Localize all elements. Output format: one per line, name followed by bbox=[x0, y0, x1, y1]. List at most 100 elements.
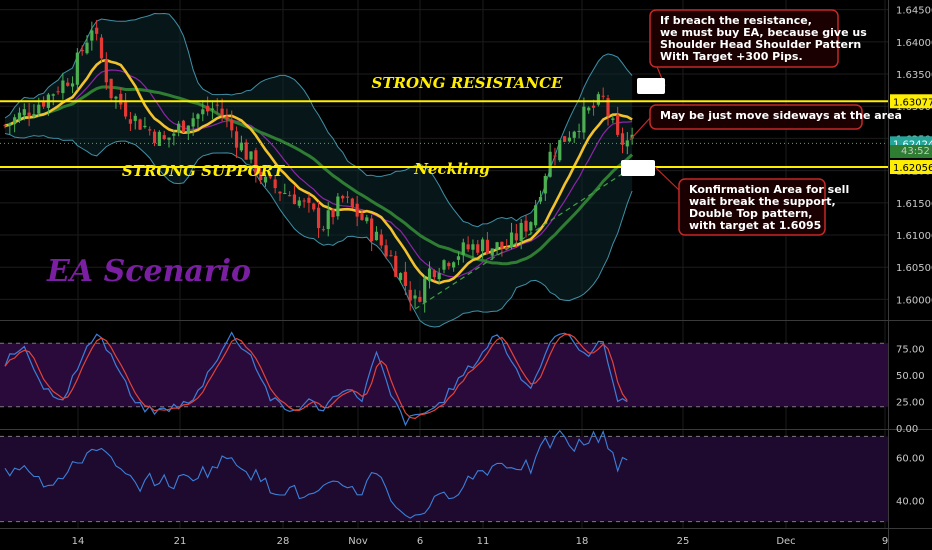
candle-body bbox=[374, 231, 379, 241]
candle-body bbox=[625, 140, 629, 147]
annotation-callouts: If breach the resistance,we must buy EA,… bbox=[629, 9, 902, 236]
countdown-badge bbox=[890, 145, 932, 158]
candle-body bbox=[427, 268, 432, 282]
candle-body bbox=[302, 200, 306, 202]
candle-body bbox=[66, 82, 70, 86]
annotation-text: May be just move sideways at the area bbox=[660, 109, 902, 122]
price-tick-label: 1.64500 bbox=[896, 6, 932, 17]
candle-body bbox=[572, 131, 576, 138]
price-badge-label: 1.62424 bbox=[893, 139, 932, 150]
candle-body bbox=[70, 83, 75, 87]
candle-body bbox=[345, 196, 350, 198]
stoch-band bbox=[0, 343, 888, 407]
candle-body bbox=[476, 244, 480, 253]
candle-body bbox=[297, 200, 301, 206]
candle-body bbox=[191, 118, 195, 127]
candle-body bbox=[509, 232, 514, 248]
candle-body bbox=[210, 108, 215, 110]
candle-body bbox=[201, 109, 205, 115]
candle-body bbox=[423, 278, 427, 303]
annotation-text: wait break the support, bbox=[689, 195, 836, 208]
candle-body bbox=[567, 137, 572, 142]
candle-body bbox=[114, 96, 118, 99]
candle-body bbox=[13, 117, 17, 125]
candle-body bbox=[85, 42, 89, 54]
price-badge bbox=[890, 160, 932, 175]
candle-body bbox=[273, 179, 277, 189]
candle-body bbox=[196, 114, 200, 119]
candle-body bbox=[32, 114, 36, 117]
candle-body bbox=[37, 104, 41, 114]
annotation-box bbox=[649, 104, 863, 130]
candle-body bbox=[630, 134, 634, 139]
candle-body bbox=[442, 260, 446, 270]
price-badge-label: 1.63077 bbox=[893, 97, 932, 108]
candle-body bbox=[268, 176, 272, 178]
candle-body bbox=[606, 98, 610, 117]
candle-body bbox=[394, 255, 398, 277]
candle-body bbox=[389, 255, 393, 257]
candle-body bbox=[206, 105, 210, 112]
candle-body bbox=[51, 94, 55, 96]
candle-body bbox=[162, 135, 166, 140]
rsi-line bbox=[4, 429, 628, 519]
candle-body bbox=[543, 175, 547, 194]
candle-body bbox=[490, 248, 494, 256]
candle-body bbox=[119, 93, 123, 105]
ma-purple bbox=[4, 69, 633, 278]
candle-body bbox=[601, 95, 605, 97]
price-tick-label: 1.60500 bbox=[896, 263, 932, 274]
date-tick-label: 25 bbox=[677, 536, 690, 547]
candle-body bbox=[283, 192, 287, 194]
price-tick-label: 1.63500 bbox=[896, 70, 932, 81]
candle-body bbox=[471, 244, 475, 250]
candle-body bbox=[403, 271, 408, 286]
candle-body bbox=[398, 273, 403, 280]
candle-body bbox=[620, 133, 625, 145]
candle-body bbox=[582, 106, 586, 133]
candle-body bbox=[230, 119, 234, 131]
candle-body bbox=[244, 142, 248, 160]
candle-body bbox=[307, 197, 311, 203]
annotation-text: Konfirmation Area for sell bbox=[689, 183, 849, 196]
price-badge-label: 1.62056 bbox=[893, 163, 932, 174]
trendline bbox=[414, 166, 633, 310]
candle-body bbox=[167, 137, 171, 140]
strong-resistance-label: STRONG RESISTANCE bbox=[372, 74, 563, 92]
candle-body bbox=[331, 209, 335, 218]
candle-body bbox=[577, 130, 581, 132]
candle-body bbox=[124, 102, 128, 117]
rsi-band bbox=[0, 436, 888, 522]
candle-body bbox=[341, 196, 345, 199]
uptrend-line bbox=[414, 166, 633, 310]
candle-body bbox=[466, 244, 470, 250]
candle-body bbox=[312, 203, 316, 210]
candle-body bbox=[278, 191, 282, 194]
candle-body bbox=[519, 222, 523, 242]
annotation-box bbox=[678, 178, 826, 236]
support-resistance-lines bbox=[0, 100, 888, 169]
date-tick-label: 18 bbox=[576, 536, 589, 547]
candle-body bbox=[22, 109, 26, 116]
annotation-text: With Target +300 Pips. bbox=[660, 50, 803, 63]
candle-body bbox=[316, 207, 321, 229]
candle-body bbox=[384, 245, 388, 257]
date-tick-label: Dec bbox=[776, 536, 795, 547]
price-axis: 1.645001.640001.635001.630001.625001.620… bbox=[72, 6, 932, 547]
stoch-tick-label: 25.00 bbox=[896, 398, 925, 409]
candle-body bbox=[181, 120, 186, 133]
ma-green bbox=[4, 85, 634, 266]
candle-body bbox=[587, 107, 591, 111]
candle-body bbox=[56, 91, 60, 93]
date-tick-label: 6 bbox=[417, 536, 423, 547]
candle-body bbox=[500, 241, 504, 249]
date-tick-label: 9 bbox=[882, 536, 888, 547]
candle-body bbox=[370, 218, 374, 242]
date-tick-label: 21 bbox=[174, 536, 187, 547]
candle-body bbox=[379, 234, 383, 246]
stoch-tick-label: 75.00 bbox=[896, 345, 925, 356]
candle-body bbox=[148, 129, 152, 131]
candle-body bbox=[456, 256, 461, 260]
candle-body bbox=[263, 176, 268, 183]
